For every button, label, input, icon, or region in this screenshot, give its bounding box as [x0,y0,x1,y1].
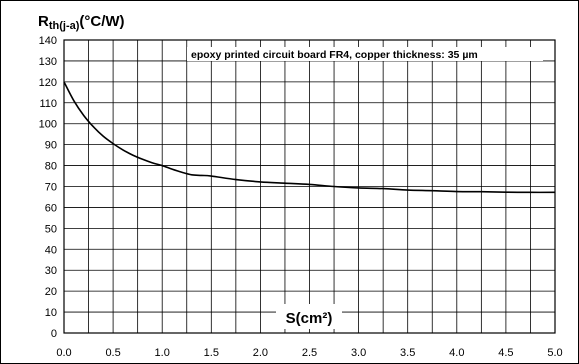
x-tick-label: 1.0 [155,347,170,359]
y-tick-label: 130 [39,56,57,68]
chart-annotation: epoxy printed circuit board FR4, copper … [191,49,478,61]
y-tick-label: 20 [45,286,57,298]
grid-lines [63,39,556,334]
x-tick-labels: 0.0 0.5 1.0 1.5 2.0 2.5 3.0 3.5 4.0 4.5 5.0 [56,347,562,359]
y-tick-label: 100 [39,119,57,131]
y-tick-label: 30 [45,265,57,277]
series-layer [63,81,556,194]
y-tick-label: 90 [45,140,57,152]
x-tick-label: 4.0 [449,347,464,359]
y-tick-label: 60 [45,202,57,214]
x-tick-label: 2.0 [253,347,268,359]
y-axis-label-unit: (°C/W) [79,13,124,30]
y-tick-label: 70 [45,182,57,194]
y-axis-label: Rth(j-a)(°C/W) [38,13,125,32]
x-tick-label: 0.5 [105,347,120,359]
plot-border-rect [63,39,556,334]
x-tick-label: 3.0 [351,347,366,359]
x-tick-label: 3.5 [400,347,415,359]
x-tick-label: 5.0 [547,347,562,359]
y-axis-label-subscript: th(j-a) [49,20,80,32]
y-axis-label-prefix: R [38,13,49,30]
y-tick-label: 0 [51,328,57,340]
x-tick-label: 4.5 [498,347,513,359]
y-tick-label: 120 [39,77,57,89]
series-line-0 [63,81,556,194]
y-tick-label: 40 [45,244,57,256]
annotation-background [187,47,543,61]
x-axis-label: S(cm²) [286,310,333,327]
x-tick-label: 2.5 [302,347,317,359]
x-tick-label: 0.0 [56,347,71,359]
y-tick-label: 110 [39,98,57,110]
y-tick-labels: 0 10 20 30 40 50 60 70 80 90 100 110 120 130 140 [39,35,57,340]
x-axis-label-background [276,304,342,329]
y-tick-label: 50 [45,223,57,235]
x-tick-label: 1.5 [204,347,219,359]
plot-area-border [63,39,556,334]
y-tick-label: 80 [45,161,57,173]
y-tick-label: 140 [39,35,57,47]
y-tick-label: 10 [45,307,57,319]
